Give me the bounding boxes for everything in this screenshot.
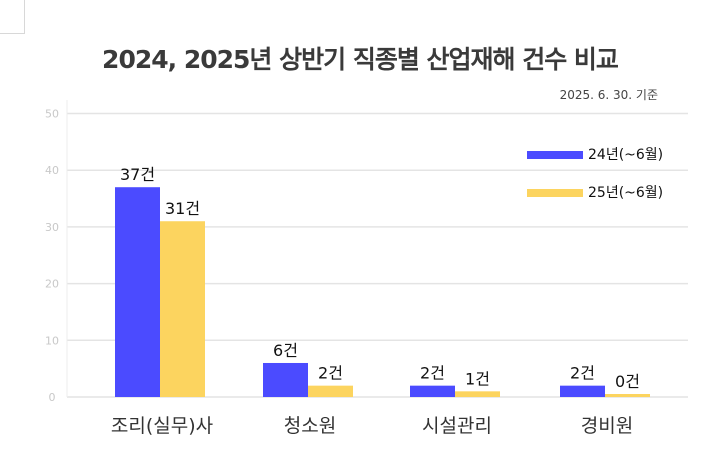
- bar-2024: [115, 187, 160, 397]
- bar-2025: [455, 391, 500, 397]
- bar-2024: [263, 362, 308, 397]
- y-tick-label: 0: [49, 391, 56, 404]
- data-label: 2건: [420, 364, 445, 383]
- y-tick-label: 20: [45, 278, 59, 291]
- category-label: 시설관리: [422, 415, 492, 437]
- bar-2024: [410, 385, 455, 397]
- category-label: 청소원: [284, 415, 336, 437]
- y-tick-label: 10: [45, 334, 59, 347]
- data-label: 37건: [120, 165, 155, 184]
- chart-subtitle: 2025. 6. 30. 기준: [559, 88, 658, 102]
- chart-title: 2024, 2025년 상반기 직종별 산업재해 건수 비교: [102, 45, 619, 74]
- y-tick-label: 40: [45, 164, 59, 177]
- category-label: 경비원: [581, 415, 633, 437]
- bar-2025: [605, 394, 650, 397]
- data-label: 1건: [465, 369, 490, 388]
- y-tick-label: 50: [45, 108, 59, 121]
- data-label: 2건: [570, 364, 595, 383]
- bar-2025: [160, 221, 205, 397]
- legend-swatch-2024: [527, 151, 583, 159]
- legend-label-2025: 25년(~6월): [588, 185, 664, 201]
- corner-frame: [0, 0, 25, 34]
- data-label: 31건: [165, 199, 200, 218]
- bar-2024: [560, 385, 605, 397]
- data-label: 2건: [318, 364, 343, 383]
- legend-swatch-2025: [527, 189, 583, 197]
- category-label: 조리(실무)사: [111, 415, 213, 437]
- bar-2025: [308, 385, 353, 397]
- data-label: 0건: [615, 372, 640, 391]
- legend-label-2024: 24년(~6월): [588, 147, 664, 163]
- data-label: 6건: [273, 341, 298, 360]
- y-tick-label: 30: [45, 221, 59, 234]
